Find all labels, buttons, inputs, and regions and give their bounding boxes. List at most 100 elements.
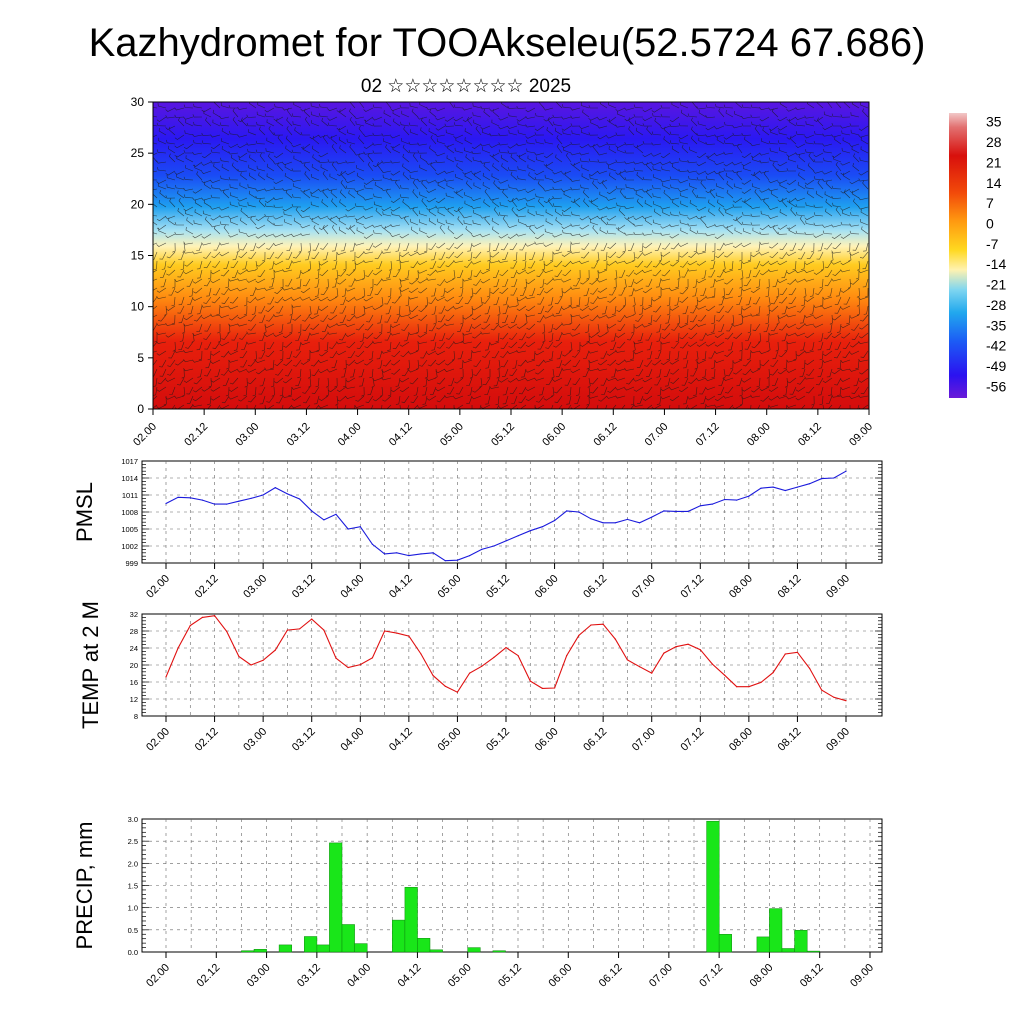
wind-barb [745, 296, 752, 306]
wind-barb [817, 368, 824, 378]
wind-barb [766, 278, 770, 289]
wind-barb [517, 166, 527, 172]
wind-barb [268, 278, 275, 288]
x-tick-label: 04.12 [387, 421, 415, 449]
wind-barb [253, 404, 257, 409]
wind-barb [581, 129, 590, 136]
data-point [201, 499, 203, 501]
wind-barb [228, 350, 239, 355]
wind-barb [785, 404, 788, 409]
wind-barb [842, 210, 851, 217]
wind-barb [856, 296, 860, 307]
wind-barb [498, 259, 509, 263]
wind-barb [264, 233, 275, 237]
wind-barb [831, 368, 842, 375]
wind-barb [538, 386, 545, 396]
wind-barb [700, 395, 707, 405]
data-point [262, 659, 264, 661]
wind-barb [279, 386, 284, 397]
wind-barb [753, 260, 761, 269]
data-point [663, 510, 665, 512]
wind-barb [343, 359, 347, 370]
wind-barb [524, 314, 528, 325]
wind-barb [437, 278, 446, 286]
wind-barb [653, 201, 662, 208]
wind-barb [158, 199, 167, 208]
wind-barb [612, 404, 617, 409]
wind-barb [705, 176, 716, 181]
wind-barb [436, 323, 446, 330]
wind-barb [688, 332, 698, 340]
wind-barb [415, 323, 419, 334]
wind-barb [786, 152, 797, 157]
wind-barb [379, 386, 384, 397]
wind-barb [167, 359, 176, 367]
wind-barb [554, 208, 563, 217]
wind-barb [678, 134, 689, 140]
wind-barb [552, 179, 563, 184]
colorbar-label: 28 [986, 134, 1002, 150]
wind-barb [252, 386, 257, 397]
wind-barb [840, 386, 851, 391]
wind-barb [387, 323, 392, 334]
wind-barb [228, 287, 239, 292]
wind-barb [545, 341, 554, 349]
wind-barb [561, 305, 572, 310]
wind-barb [383, 110, 392, 118]
wind-barb [570, 187, 581, 191]
wind-barb [723, 377, 734, 381]
wind-barb [282, 188, 293, 192]
wind-barb [600, 350, 608, 359]
wind-barb [165, 107, 176, 112]
wind-barb [203, 332, 212, 340]
wind-barb [687, 215, 698, 220]
wind-barb [525, 313, 536, 317]
precip-bar [316, 944, 330, 953]
wind-barb [677, 269, 681, 280]
wind-barb [356, 190, 365, 199]
wind-barb [835, 206, 842, 217]
wind-barb [285, 135, 293, 145]
wind-barb [580, 184, 590, 190]
wind-barb [813, 204, 824, 208]
wind-barb [759, 107, 770, 111]
wind-barb [837, 386, 842, 396]
precip-bar [417, 938, 431, 953]
wind-barb [185, 155, 194, 163]
wind-barb [862, 180, 869, 190]
wind-barb [291, 296, 302, 301]
wind-barb [831, 113, 842, 118]
wind-barb [419, 154, 428, 163]
wind-barb [669, 197, 680, 201]
data-point [566, 655, 568, 657]
wind-barb [696, 251, 707, 255]
wind-barb [445, 219, 455, 226]
wind-barb [318, 134, 329, 138]
x-tick-label: 06.00 [540, 421, 568, 449]
wind-barb [417, 251, 428, 256]
wind-barb [855, 269, 860, 280]
wind-barb [553, 386, 563, 394]
wind-barb [784, 377, 789, 388]
wind-barb [230, 260, 239, 269]
wind-barb [606, 215, 617, 221]
wind-barb [307, 260, 311, 271]
wind-barb [462, 278, 473, 282]
wind-barb [341, 368, 347, 378]
wind-barb [419, 227, 428, 235]
wind-barb [816, 102, 824, 109]
wind-barb [228, 305, 239, 310]
wind-barb [840, 359, 851, 363]
wind-barb [223, 260, 230, 269]
wind-barb [158, 183, 167, 190]
wind-barb [165, 322, 176, 326]
wind-barb [371, 377, 375, 388]
wind-barb [510, 287, 518, 296]
wind-barb [473, 269, 482, 277]
wind-barb [696, 176, 707, 181]
wind-barb [291, 149, 302, 154]
wind-barb [493, 278, 500, 288]
wind-barb [363, 215, 374, 220]
wind-barb [548, 323, 554, 333]
